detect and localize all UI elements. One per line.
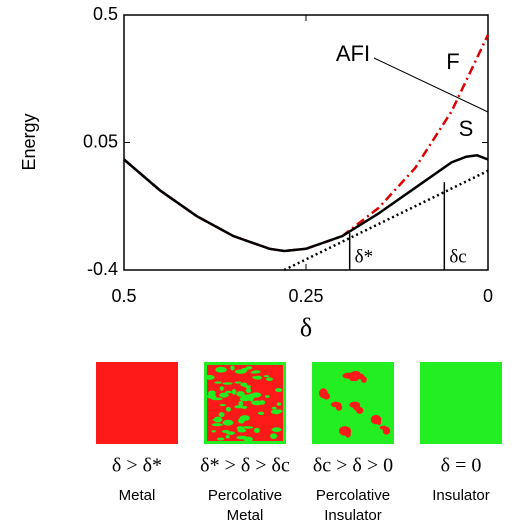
annotation: AFI (336, 41, 370, 66)
panel-texture (237, 428, 247, 433)
panel-texture (213, 416, 223, 423)
panel-texture (236, 405, 248, 409)
panel-condition: δ > δ* (112, 455, 162, 477)
panel-texture (266, 377, 273, 382)
marker-label: δc (449, 246, 466, 267)
panel-condition: δ* > δ > δc (200, 455, 290, 477)
panel-texture (234, 369, 247, 374)
x-tick-label: 0.25 (288, 286, 323, 306)
y-axis-label: Energy (19, 113, 39, 170)
panel-texture (219, 392, 229, 398)
panel-name: Percolative (316, 487, 390, 504)
panel-texture (211, 423, 223, 427)
panel-texture (251, 392, 262, 398)
annotation: S (459, 116, 474, 141)
panel-texture (276, 402, 282, 406)
panel-image (96, 362, 178, 444)
panel-texture (250, 371, 258, 374)
panel-texture (252, 376, 262, 379)
series-line (123, 34, 490, 253)
panel-name: Percolative (208, 487, 282, 504)
panel-texture (352, 377, 359, 382)
panel-texture (248, 395, 254, 402)
panel-texture (355, 405, 360, 411)
panel-texture (275, 409, 283, 413)
panel-texture (382, 426, 391, 435)
panel-texture (216, 437, 225, 441)
panel-texture (222, 419, 234, 426)
panel: δ = 0 Insulator (420, 362, 502, 504)
marker-label: δ* (355, 246, 373, 267)
panel-texture (274, 388, 283, 393)
panel-texture (204, 375, 215, 380)
panel-texture (376, 419, 382, 426)
panel-texture (271, 427, 282, 432)
panel-image (420, 362, 502, 444)
panel-texture (236, 391, 245, 397)
panel-name: Metal (227, 507, 264, 524)
panel-texture (245, 366, 253, 370)
panel-texture (335, 404, 343, 411)
panel-texture (345, 430, 351, 438)
panel-texture (219, 386, 224, 391)
panel-texture (230, 365, 235, 371)
panel: δc > δ > 0 Percolative Insulator (312, 362, 394, 524)
panel-texture (225, 435, 230, 439)
panel-texture (219, 404, 227, 407)
panel-texture (218, 367, 223, 370)
panel: δ* > δ > δc Percolative Metal (200, 362, 290, 524)
panel-texture (322, 392, 330, 400)
annotation-pointer (373, 57, 489, 113)
panel-texture (239, 396, 251, 402)
panel: δ > δ* Metal (96, 362, 178, 504)
panel-texture (253, 427, 260, 434)
panel-texture (271, 406, 277, 410)
panel-name: Insulator (432, 487, 490, 504)
panel-texture (222, 382, 233, 385)
panel-condition: δc > δ > 0 (313, 455, 393, 477)
panel-texture (244, 385, 252, 389)
panel-texture (218, 412, 225, 418)
panel-texture (263, 375, 270, 378)
panel-texture (234, 381, 242, 384)
panel-texture (257, 411, 265, 416)
panel-texture (225, 390, 232, 394)
x-tick-label: 0 (483, 286, 493, 306)
panel-texture (226, 431, 235, 435)
panel-texture (239, 415, 250, 421)
x-tick-label: 0.5 (111, 286, 136, 306)
panel-texture (243, 436, 253, 442)
panel-texture (225, 406, 231, 412)
panel-texture (207, 390, 216, 397)
series-line (123, 154, 489, 253)
y-tick-label: 0.05 (83, 131, 118, 151)
y-tick-label: 0.5 (93, 4, 118, 24)
panel-texture (242, 426, 254, 429)
panel-name: Insulator (324, 507, 382, 524)
annotation: F (446, 49, 459, 74)
panel-texture (245, 387, 252, 393)
panel-texture (238, 400, 244, 407)
panel-texture (231, 389, 237, 395)
panel-name: Metal (119, 487, 156, 504)
panel-texture (214, 381, 222, 384)
x-axis-label: δ (300, 313, 312, 342)
panel-texture (211, 430, 217, 433)
plot-frame (123, 14, 489, 271)
panel-texture (270, 433, 278, 440)
panel-texture (361, 376, 367, 383)
panel-texture (265, 395, 270, 398)
panel-condition: δ = 0 (441, 455, 482, 477)
y-tick-label: -0.4 (87, 259, 118, 279)
panel-texture (259, 400, 266, 405)
